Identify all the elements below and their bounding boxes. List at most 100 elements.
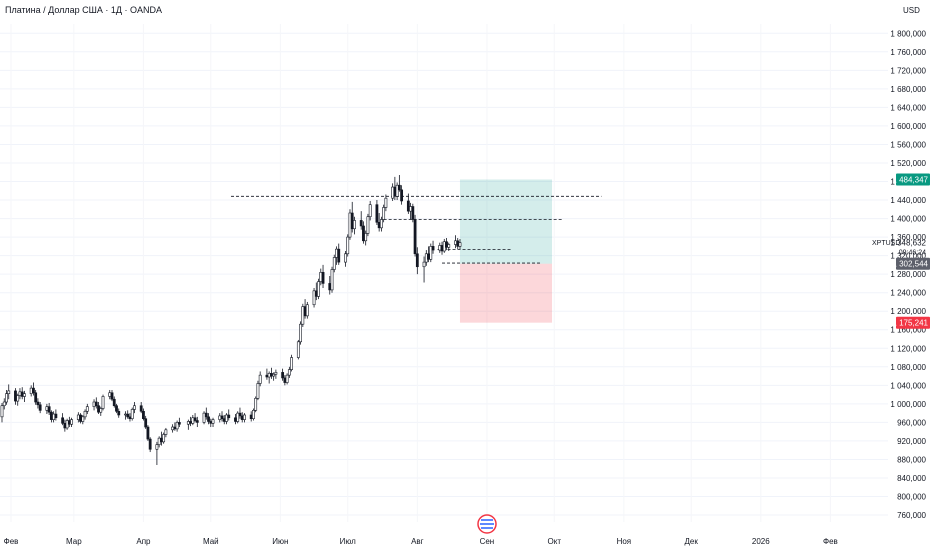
candle — [380, 216, 383, 232]
candle-body — [115, 405, 118, 412]
candle — [49, 410, 53, 423]
candle-body — [157, 437, 161, 445]
candle-body — [204, 412, 208, 418]
candle-body — [375, 204, 379, 223]
candle-body — [283, 377, 287, 383]
candle-body — [52, 413, 56, 420]
candle — [368, 200, 372, 221]
candle — [81, 414, 85, 425]
price-axis[interactable]: 1 800,000 1 760,000 1 720,000 1 680,000 1 64… — [890, 29, 926, 520]
candle-body — [207, 416, 210, 422]
candle-body — [319, 272, 323, 282]
candle-body — [186, 421, 190, 425]
y-tick-label: 1 640,000 — [890, 103, 926, 112]
y-tick-label: 1 080,000 — [890, 363, 926, 372]
candle — [101, 394, 105, 411]
candle-body — [353, 220, 356, 230]
candle-body — [393, 186, 397, 197]
candle — [207, 413, 210, 425]
candle — [54, 409, 58, 421]
candle — [144, 415, 148, 429]
candle-body — [252, 410, 255, 419]
candle — [375, 200, 379, 226]
candle-body — [45, 406, 49, 411]
candlestick-series — [0, 175, 462, 466]
candle-body — [130, 409, 134, 419]
candle — [5, 389, 8, 405]
price-badge-label: 1 175,241 — [892, 319, 928, 328]
candle — [287, 366, 291, 378]
candle — [411, 203, 415, 223]
candle — [171, 424, 175, 433]
candle-body — [83, 410, 87, 418]
candle-body — [139, 405, 143, 412]
candle — [29, 385, 33, 397]
candle — [128, 413, 132, 422]
stop-zone[interactable] — [459, 263, 553, 323]
candle — [209, 418, 213, 428]
candle-body — [243, 414, 246, 420]
candle-body — [364, 233, 368, 242]
candle — [112, 396, 116, 408]
candle — [133, 402, 136, 414]
candle — [142, 408, 145, 421]
x-tick-label: Июн — [272, 537, 288, 546]
candle — [337, 243, 341, 265]
time-axis[interactable]: Фев Мар Апр Май Июн Июл Авг Сен Окт Ноя Дек 2026 Фев — [4, 537, 838, 546]
x-tick-label: Июл — [340, 537, 357, 546]
target-zone[interactable] — [459, 179, 553, 264]
candle-body — [101, 396, 105, 409]
candle — [272, 372, 276, 381]
candle-body — [81, 416, 85, 422]
candle — [63, 419, 67, 432]
candle — [243, 413, 246, 423]
candle-body — [7, 390, 11, 394]
candle-body — [400, 189, 404, 202]
candle-body — [442, 241, 446, 252]
candle-body — [164, 429, 168, 435]
candle-body — [281, 372, 285, 379]
candle — [252, 408, 255, 421]
tradingview-logo-icon[interactable] — [477, 514, 497, 534]
price-badge-box — [896, 316, 930, 329]
candle-body — [366, 216, 370, 234]
candle-body — [36, 401, 40, 406]
candle — [438, 242, 442, 253]
horizontal-lines[interactable] — [230, 195, 602, 264]
candle-body — [220, 415, 224, 419]
candle-body — [173, 426, 177, 430]
candle — [281, 368, 285, 381]
candle — [413, 214, 417, 257]
price-badge-stop: 1 175,241 — [892, 316, 930, 329]
x-tick-label: 2026 — [752, 537, 770, 546]
candle — [267, 371, 271, 384]
candle-body — [85, 406, 89, 412]
y-tick-label: 1 320,000 — [890, 252, 926, 261]
candle-body — [380, 219, 383, 229]
candle-body — [34, 392, 38, 403]
candle-body — [431, 246, 435, 251]
candle — [65, 418, 69, 430]
y-tick-label: 1 040,000 — [890, 381, 926, 390]
candle — [395, 182, 399, 201]
x-tick-label: Май — [203, 537, 219, 546]
candle — [285, 373, 289, 385]
currency-label[interactable]: USD — [903, 6, 920, 15]
candle — [296, 339, 300, 360]
candle — [76, 412, 80, 423]
candle — [409, 202, 412, 220]
candle — [186, 419, 190, 430]
y-tick-label: 1 800,000 — [890, 29, 926, 38]
x-tick-label: Дек — [685, 537, 699, 546]
candle — [108, 389, 112, 400]
candle — [115, 403, 118, 414]
candle-body — [0, 405, 4, 418]
long-position-tool[interactable] — [459, 179, 553, 323]
candle-body — [411, 206, 415, 220]
candle — [269, 367, 273, 379]
candle-body — [328, 283, 332, 291]
candle-body — [272, 373, 276, 377]
candle-body — [70, 419, 73, 425]
candle-body — [254, 398, 258, 411]
